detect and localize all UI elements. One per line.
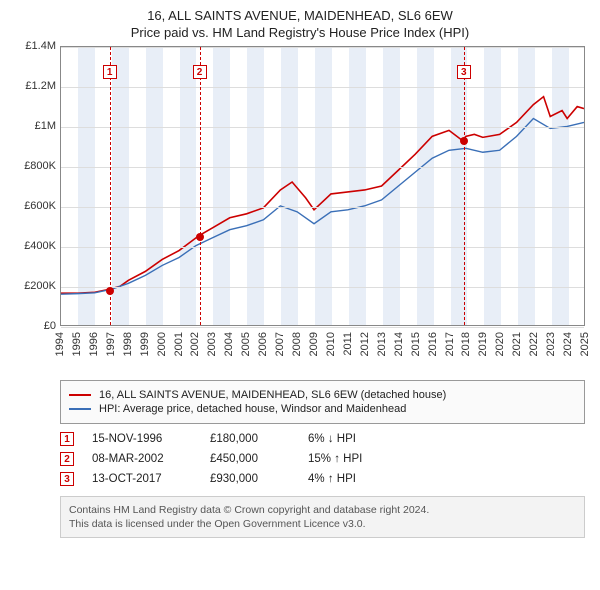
x-tick-label: 2006: [257, 332, 269, 356]
sale-date: 13-OCT-2017: [92, 473, 192, 485]
gridline: [61, 47, 584, 48]
x-tick-label: 2017: [444, 332, 456, 356]
sale-row: 2 08-MAR-2002 £450,000 15% ↑ HPI: [60, 452, 585, 466]
x-tick-label: 2023: [545, 332, 557, 356]
sale-delta: 15% ↑ HPI: [308, 453, 408, 465]
sale-row-box: 2: [60, 452, 74, 466]
x-tick-label: 2022: [528, 332, 540, 356]
x-tick-label: 2007: [274, 332, 286, 356]
y-tick-label: £400K: [24, 240, 56, 252]
page-subtitle: Price paid vs. HM Land Registry's House …: [10, 25, 590, 40]
legend-swatch: [69, 408, 91, 410]
x-tick-label: 2009: [308, 332, 320, 356]
legend-label: HPI: Average price, detached house, Wind…: [99, 403, 406, 415]
x-tick-label: 2008: [291, 332, 303, 356]
sale-date: 15-NOV-1996: [92, 433, 192, 445]
x-tick-label: 1997: [105, 332, 117, 356]
x-tick-label: 2024: [562, 332, 574, 356]
sale-marker-box: 1: [103, 65, 117, 79]
x-tick-label: 2018: [460, 332, 472, 356]
x-tick-label: 1999: [139, 332, 151, 356]
x-tick-label: 2005: [240, 332, 252, 356]
sale-price: £930,000: [210, 473, 290, 485]
x-tick-label: 2025: [579, 332, 591, 356]
sale-marker-box: 3: [457, 65, 471, 79]
sale-row: 3 13-OCT-2017 £930,000 4% ↑ HPI: [60, 472, 585, 486]
sale-marker-dot: [196, 233, 204, 241]
y-tick-label: £1.4M: [25, 40, 56, 52]
gridline: [61, 207, 584, 208]
x-tick-label: 2020: [494, 332, 506, 356]
footer-line: Contains HM Land Registry data © Crown c…: [69, 503, 576, 517]
page-title: 16, ALL SAINTS AVENUE, MAIDENHEAD, SL6 6…: [10, 8, 590, 23]
gridline: [61, 87, 584, 88]
x-tick-label: 2012: [359, 332, 371, 356]
gridline: [61, 127, 584, 128]
y-tick-label: £600K: [24, 200, 56, 212]
x-tick-label: 2013: [376, 332, 388, 356]
sale-marker-dash: [464, 47, 465, 325]
gridline: [61, 287, 584, 288]
y-axis-labels: £0£200K£400K£600K£800K£1M£1.2M£1.4M: [10, 46, 58, 326]
sales-table: 1 15-NOV-1996 £180,000 6% ↓ HPI 2 08-MAR-2002…: [60, 432, 585, 486]
x-tick-label: 1994: [54, 332, 66, 356]
sale-row-box: 3: [60, 472, 74, 486]
gridline: [61, 167, 584, 168]
sale-delta: 6% ↓ HPI: [308, 433, 408, 445]
sale-row: 1 15-NOV-1996 £180,000 6% ↓ HPI: [60, 432, 585, 446]
legend-row: HPI: Average price, detached house, Wind…: [69, 403, 576, 415]
x-tick-label: 2019: [477, 332, 489, 356]
sale-price: £180,000: [210, 433, 290, 445]
plot-area: 1 2 3: [60, 46, 585, 326]
sale-price: £450,000: [210, 453, 290, 465]
y-tick-label: £200K: [24, 280, 56, 292]
chart: £0£200K£400K£600K£800K£1M£1.2M£1.4M 123 …: [10, 46, 590, 376]
y-tick-label: £800K: [24, 160, 56, 172]
legend: 16, ALL SAINTS AVENUE, MAIDENHEAD, SL6 6…: [60, 380, 585, 424]
x-tick-label: 2021: [511, 332, 523, 356]
x-tick-label: 2011: [342, 332, 354, 356]
x-tick-label: 2016: [427, 332, 439, 356]
sale-marker-dot: [106, 287, 114, 295]
sale-marker-dash: [110, 47, 111, 325]
sale-delta: 4% ↑ HPI: [308, 473, 408, 485]
x-tick-label: 1998: [122, 332, 134, 356]
sale-marker-dot: [460, 137, 468, 145]
y-tick-label: £1M: [35, 120, 56, 132]
sale-marker-dash: [200, 47, 201, 325]
y-tick-label: £1.2M: [25, 80, 56, 92]
x-tick-label: 2001: [173, 332, 185, 356]
legend-swatch: [69, 394, 91, 396]
sale-marker-box: 2: [193, 65, 207, 79]
y-tick-label: £0: [44, 320, 56, 332]
sale-row-box: 1: [60, 432, 74, 446]
x-tick-label: 2002: [189, 332, 201, 356]
x-tick-label: 2015: [410, 332, 422, 356]
footer-attribution: Contains HM Land Registry data © Crown c…: [60, 496, 585, 538]
x-tick-label: 2014: [393, 332, 405, 356]
x-tick-label: 2004: [223, 332, 235, 356]
sale-date: 08-MAR-2002: [92, 453, 192, 465]
x-tick-label: 1996: [88, 332, 100, 356]
x-tick-label: 1995: [71, 332, 83, 356]
footer-line: This data is licensed under the Open Gov…: [69, 517, 576, 531]
legend-label: 16, ALL SAINTS AVENUE, MAIDENHEAD, SL6 6…: [99, 389, 446, 401]
x-tick-label: 2003: [206, 332, 218, 356]
gridline: [61, 247, 584, 248]
x-axis-labels: 1994199519961997199819992000200120022003…: [60, 328, 585, 376]
x-tick-label: 2010: [325, 332, 337, 356]
legend-row: 16, ALL SAINTS AVENUE, MAIDENHEAD, SL6 6…: [69, 389, 576, 401]
line-svg: [61, 47, 584, 325]
x-tick-label: 2000: [156, 332, 168, 356]
